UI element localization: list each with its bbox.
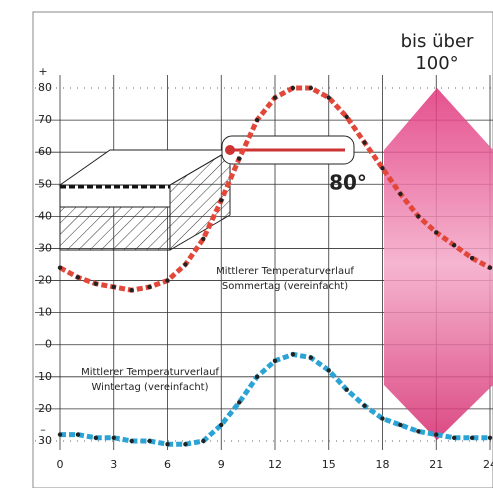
annotation: Mittlerer Temperaturverlauf (81, 367, 219, 378)
data-point (201, 439, 205, 443)
x-tick-label: 0 (57, 458, 64, 471)
x-tick-label: 24 (483, 458, 493, 471)
y-tick-label: 30 (38, 241, 52, 254)
x-tick-label: 15 (322, 458, 336, 471)
y-tick-label: 60 (38, 145, 52, 158)
y-tick-label: 50 (38, 177, 52, 190)
data-point (398, 192, 402, 196)
annotation: Sommertag (vereinfacht) (222, 281, 348, 292)
data-point (309, 355, 313, 359)
data-point (165, 442, 169, 446)
data-point (434, 230, 438, 234)
data-point (380, 416, 384, 420)
y-tick-label: 30 (38, 434, 52, 447)
x-tick-label: 12 (268, 458, 282, 471)
data-point (76, 432, 80, 436)
data-point (219, 423, 223, 427)
data-point (452, 436, 456, 440)
data-point (183, 262, 187, 266)
data-point (452, 243, 456, 247)
data-point (237, 400, 241, 404)
data-point (488, 436, 492, 440)
data-point (416, 429, 420, 433)
data-point (129, 439, 133, 443)
data-point (309, 86, 313, 90)
data-point (219, 198, 223, 202)
data-point (344, 115, 348, 119)
annotation: Mittlerer Temperaturverlauf (216, 266, 354, 277)
data-point (470, 256, 474, 260)
data-point (237, 156, 241, 160)
data-point (398, 423, 402, 427)
y-tick-label: 40 (38, 209, 52, 222)
data-point (362, 140, 366, 144)
annotation: 100° (415, 53, 458, 74)
x-tick-label: 9 (218, 458, 225, 471)
data-point (327, 95, 331, 99)
data-point (291, 86, 295, 90)
data-point (380, 166, 384, 170)
y-tick-label: 10 (38, 370, 52, 383)
data-point (362, 404, 366, 408)
annotation: bis über (401, 31, 474, 52)
x-tick-label: 21 (429, 458, 443, 471)
data-point (201, 237, 205, 241)
data-point (291, 352, 295, 356)
x-tick-label: 3 (110, 458, 117, 471)
data-point (112, 436, 116, 440)
x-tick-label: 18 (376, 458, 390, 471)
y-tick-label: 20 (38, 402, 52, 415)
data-point (488, 266, 492, 270)
data-point (273, 359, 277, 363)
y-tick-label: 80 (38, 81, 52, 94)
data-point (434, 432, 438, 436)
chart: bis über 100° 80° + – Mittlerer Temperat… (0, 0, 493, 488)
data-point (416, 214, 420, 218)
data-point (273, 95, 277, 99)
annotation: Wintertag (vereinfacht) (92, 382, 209, 393)
data-point (94, 436, 98, 440)
data-point (183, 442, 187, 446)
y-tick-label: 70 (38, 113, 52, 126)
annotation: 80° (329, 171, 367, 195)
data-point (147, 439, 151, 443)
data-point (344, 387, 348, 391)
data-point (76, 275, 80, 279)
x-tick-label: 6 (164, 458, 171, 471)
range-diamond (384, 88, 493, 440)
data-point (255, 118, 259, 122)
data-point (94, 282, 98, 286)
data-point (327, 368, 331, 372)
sign: + (38, 65, 47, 78)
y-tick-label: 20 (38, 274, 52, 287)
data-point (470, 436, 474, 440)
data-point (58, 432, 62, 436)
data-point (165, 278, 169, 282)
data-point (58, 266, 62, 270)
y-tick-label: 10 (38, 306, 52, 319)
data-point (255, 375, 259, 379)
data-point (129, 288, 133, 292)
data-point (112, 285, 116, 289)
data-point (147, 285, 151, 289)
y-tick-label: 0 (45, 338, 52, 351)
